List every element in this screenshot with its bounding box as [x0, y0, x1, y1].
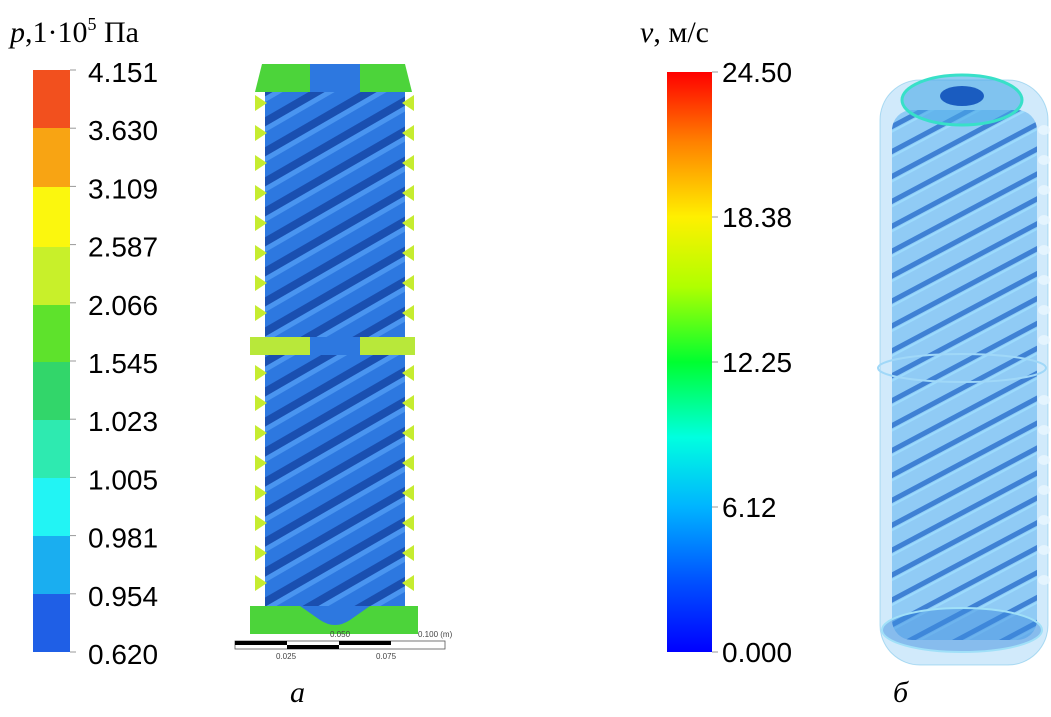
velocity-colorbar	[667, 72, 712, 652]
velocity-legend-title: v, м/с	[640, 16, 709, 49]
band	[33, 594, 70, 652]
velocity-model	[877, 73, 1050, 666]
band	[33, 247, 70, 305]
pressure-legend-title: p,1·105 Па	[8, 14, 139, 49]
scale-label: 0.025	[276, 652, 297, 661]
symbol: p	[8, 16, 25, 49]
pressure-colorbar	[33, 70, 70, 652]
top-hub	[310, 64, 360, 92]
tick-label: 3.630	[88, 115, 158, 146]
scale-label: 0.100 (m)	[418, 630, 453, 639]
tick-label: 1.023	[88, 406, 158, 437]
band	[33, 478, 70, 536]
tick-label: 1.545	[88, 348, 158, 379]
unit: Па	[97, 16, 139, 49]
band	[33, 70, 70, 128]
band	[33, 187, 70, 247]
tick-label: 6.12	[722, 492, 777, 523]
band	[33, 305, 70, 362]
flow-lines	[892, 110, 1037, 640]
tick-label: 24.50	[722, 57, 792, 88]
unit-base: ,1·10	[25, 16, 88, 49]
tick-label: 4.151	[88, 57, 158, 88]
tick-label: 1.005	[88, 464, 158, 495]
tick-label: 0.954	[88, 581, 158, 612]
pressure-model	[250, 64, 418, 634]
inlet-hole	[940, 86, 984, 106]
mid-ring	[877, 353, 1047, 383]
band	[33, 536, 70, 594]
tick-label: 18.38	[722, 202, 792, 233]
exponent: 5	[88, 14, 97, 34]
band	[33, 362, 70, 420]
caption: б	[893, 676, 909, 709]
tick-label: 2.066	[88, 290, 158, 321]
band	[33, 128, 70, 187]
scale-label: 0.050	[330, 630, 351, 639]
tick-label: 0.620	[88, 639, 158, 670]
scale-segment	[287, 645, 339, 649]
edge-rings	[1038, 125, 1050, 585]
scale-label: 0.075	[376, 652, 397, 661]
tick-label: 0.000	[722, 637, 792, 668]
side-teeth	[255, 95, 414, 591]
tick-label: 3.109	[88, 173, 158, 204]
tick-label: 0.981	[88, 523, 158, 554]
caption: а	[290, 676, 305, 709]
tick-label: 2.587	[88, 232, 158, 263]
scale-bar: 0.050 0.100 (m) 0.025 0.075	[234, 630, 453, 661]
middle-hub	[310, 337, 360, 355]
scale-segment	[339, 641, 391, 645]
band	[33, 420, 70, 478]
tick-label: 12.25	[722, 347, 792, 378]
unit: , м/с	[653, 16, 709, 49]
scale-segment	[235, 641, 287, 645]
bottom-hub	[300, 606, 370, 625]
outlet	[881, 607, 1043, 653]
symbol: v	[640, 16, 654, 49]
